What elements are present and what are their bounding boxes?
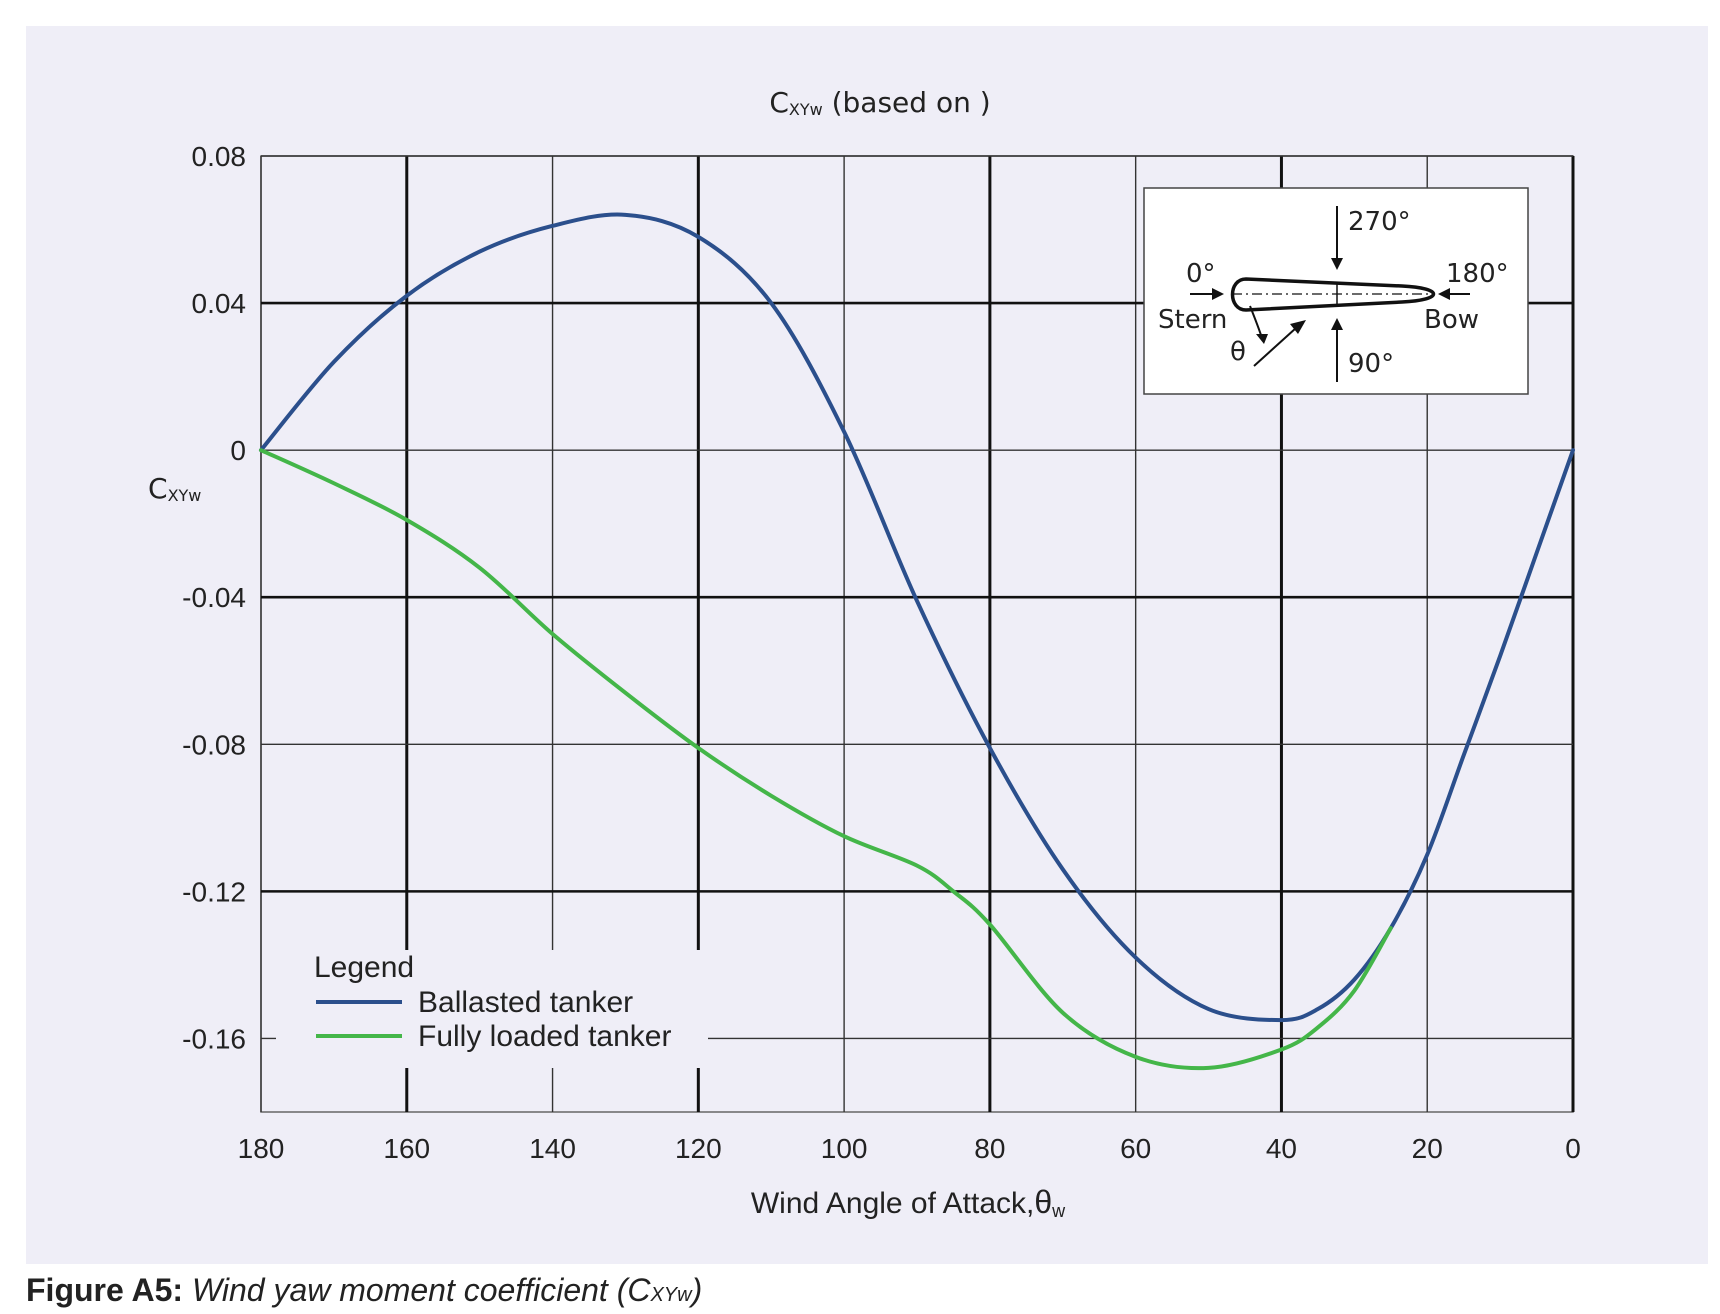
legend-label-ballasted: Ballasted tanker (418, 986, 633, 1019)
x-tick-label: 0 (1565, 1133, 1581, 1164)
x-tick-label: 60 (1120, 1133, 1151, 1164)
chart-title: CXYw (based on ) (769, 86, 990, 119)
arrow-theta-icon (1253, 327, 1297, 367)
legend-label-loaded: Fully loaded tanker (418, 1020, 671, 1053)
x-tick-label: 160 (383, 1133, 430, 1164)
x-tick-labels: 180 160 140 120 100 80 60 40 20 0 (238, 1133, 1581, 1164)
y-tick-label: 0.08 (192, 141, 247, 172)
y-axis-label: CXYw (148, 472, 201, 505)
label-stern: Stern (1158, 305, 1227, 335)
y-tick-labels: 0.08 0.04 0 -0.04 -0.08 -0.12 -0.16 (182, 141, 246, 1054)
y-tick-label: 0.04 (192, 288, 247, 319)
figure-caption: Figure A5: Wind yaw moment coefficient (… (26, 1272, 702, 1309)
y-tick-label: -0.16 (182, 1023, 246, 1054)
series-fully-loaded-tanker (259, 448, 1393, 1071)
legend-title: Legend (314, 951, 414, 984)
caption-text: Wind yaw moment coefficient (C (191, 1272, 651, 1308)
caption-label: Figure A5: (26, 1272, 184, 1308)
label-bow: Bow (1424, 305, 1479, 335)
y-tick-label: -0.04 (182, 582, 246, 613)
caption-sub: XYw (650, 1284, 692, 1306)
y-tick-label: 0 (230, 435, 246, 466)
x-tick-label: 180 (238, 1133, 285, 1164)
x-axis-label: Wind Angle of Attack,θw (751, 1184, 1066, 1221)
x-tick-label: 80 (974, 1133, 1005, 1164)
legend: Legend Ballasted tanker Fully loaded tan… (276, 950, 708, 1068)
title-symbol: C (769, 86, 789, 119)
caption-end: ) (691, 1272, 703, 1308)
label-theta: θ (1230, 337, 1246, 367)
yaw-moment-chart: 0.080.040-0.04-0.08-0.12-0.16 180 160 140 1… (148, 86, 1581, 1221)
label-90: 90° (1348, 349, 1394, 379)
title-text: (based on (832, 86, 971, 119)
x-tick-label: 120 (675, 1133, 722, 1164)
label-180: 180° (1446, 259, 1509, 289)
hull-outline-icon (1230, 277, 1436, 312)
x-tick-label: 20 (1412, 1133, 1443, 1164)
x-tick-label: 100 (821, 1133, 868, 1164)
title-suffix: ) (980, 86, 991, 119)
legend-box (276, 950, 708, 1068)
series-ballasted-tanker (259, 212, 1575, 1023)
x-tick-label: 40 (1266, 1133, 1297, 1164)
ship-orientation-inset: 270° 90° 0° Stern 180° Bow θ (1143, 187, 1529, 395)
label-0: 0° (1186, 259, 1216, 289)
y-tick-label: -0.12 (182, 876, 246, 907)
title-symbol-sub: XYw (789, 100, 823, 119)
label-270: 270° (1348, 207, 1411, 237)
series-lines (259, 212, 1575, 1071)
y-tick-label: -0.08 (182, 729, 246, 760)
x-tick-label: 140 (529, 1133, 576, 1164)
